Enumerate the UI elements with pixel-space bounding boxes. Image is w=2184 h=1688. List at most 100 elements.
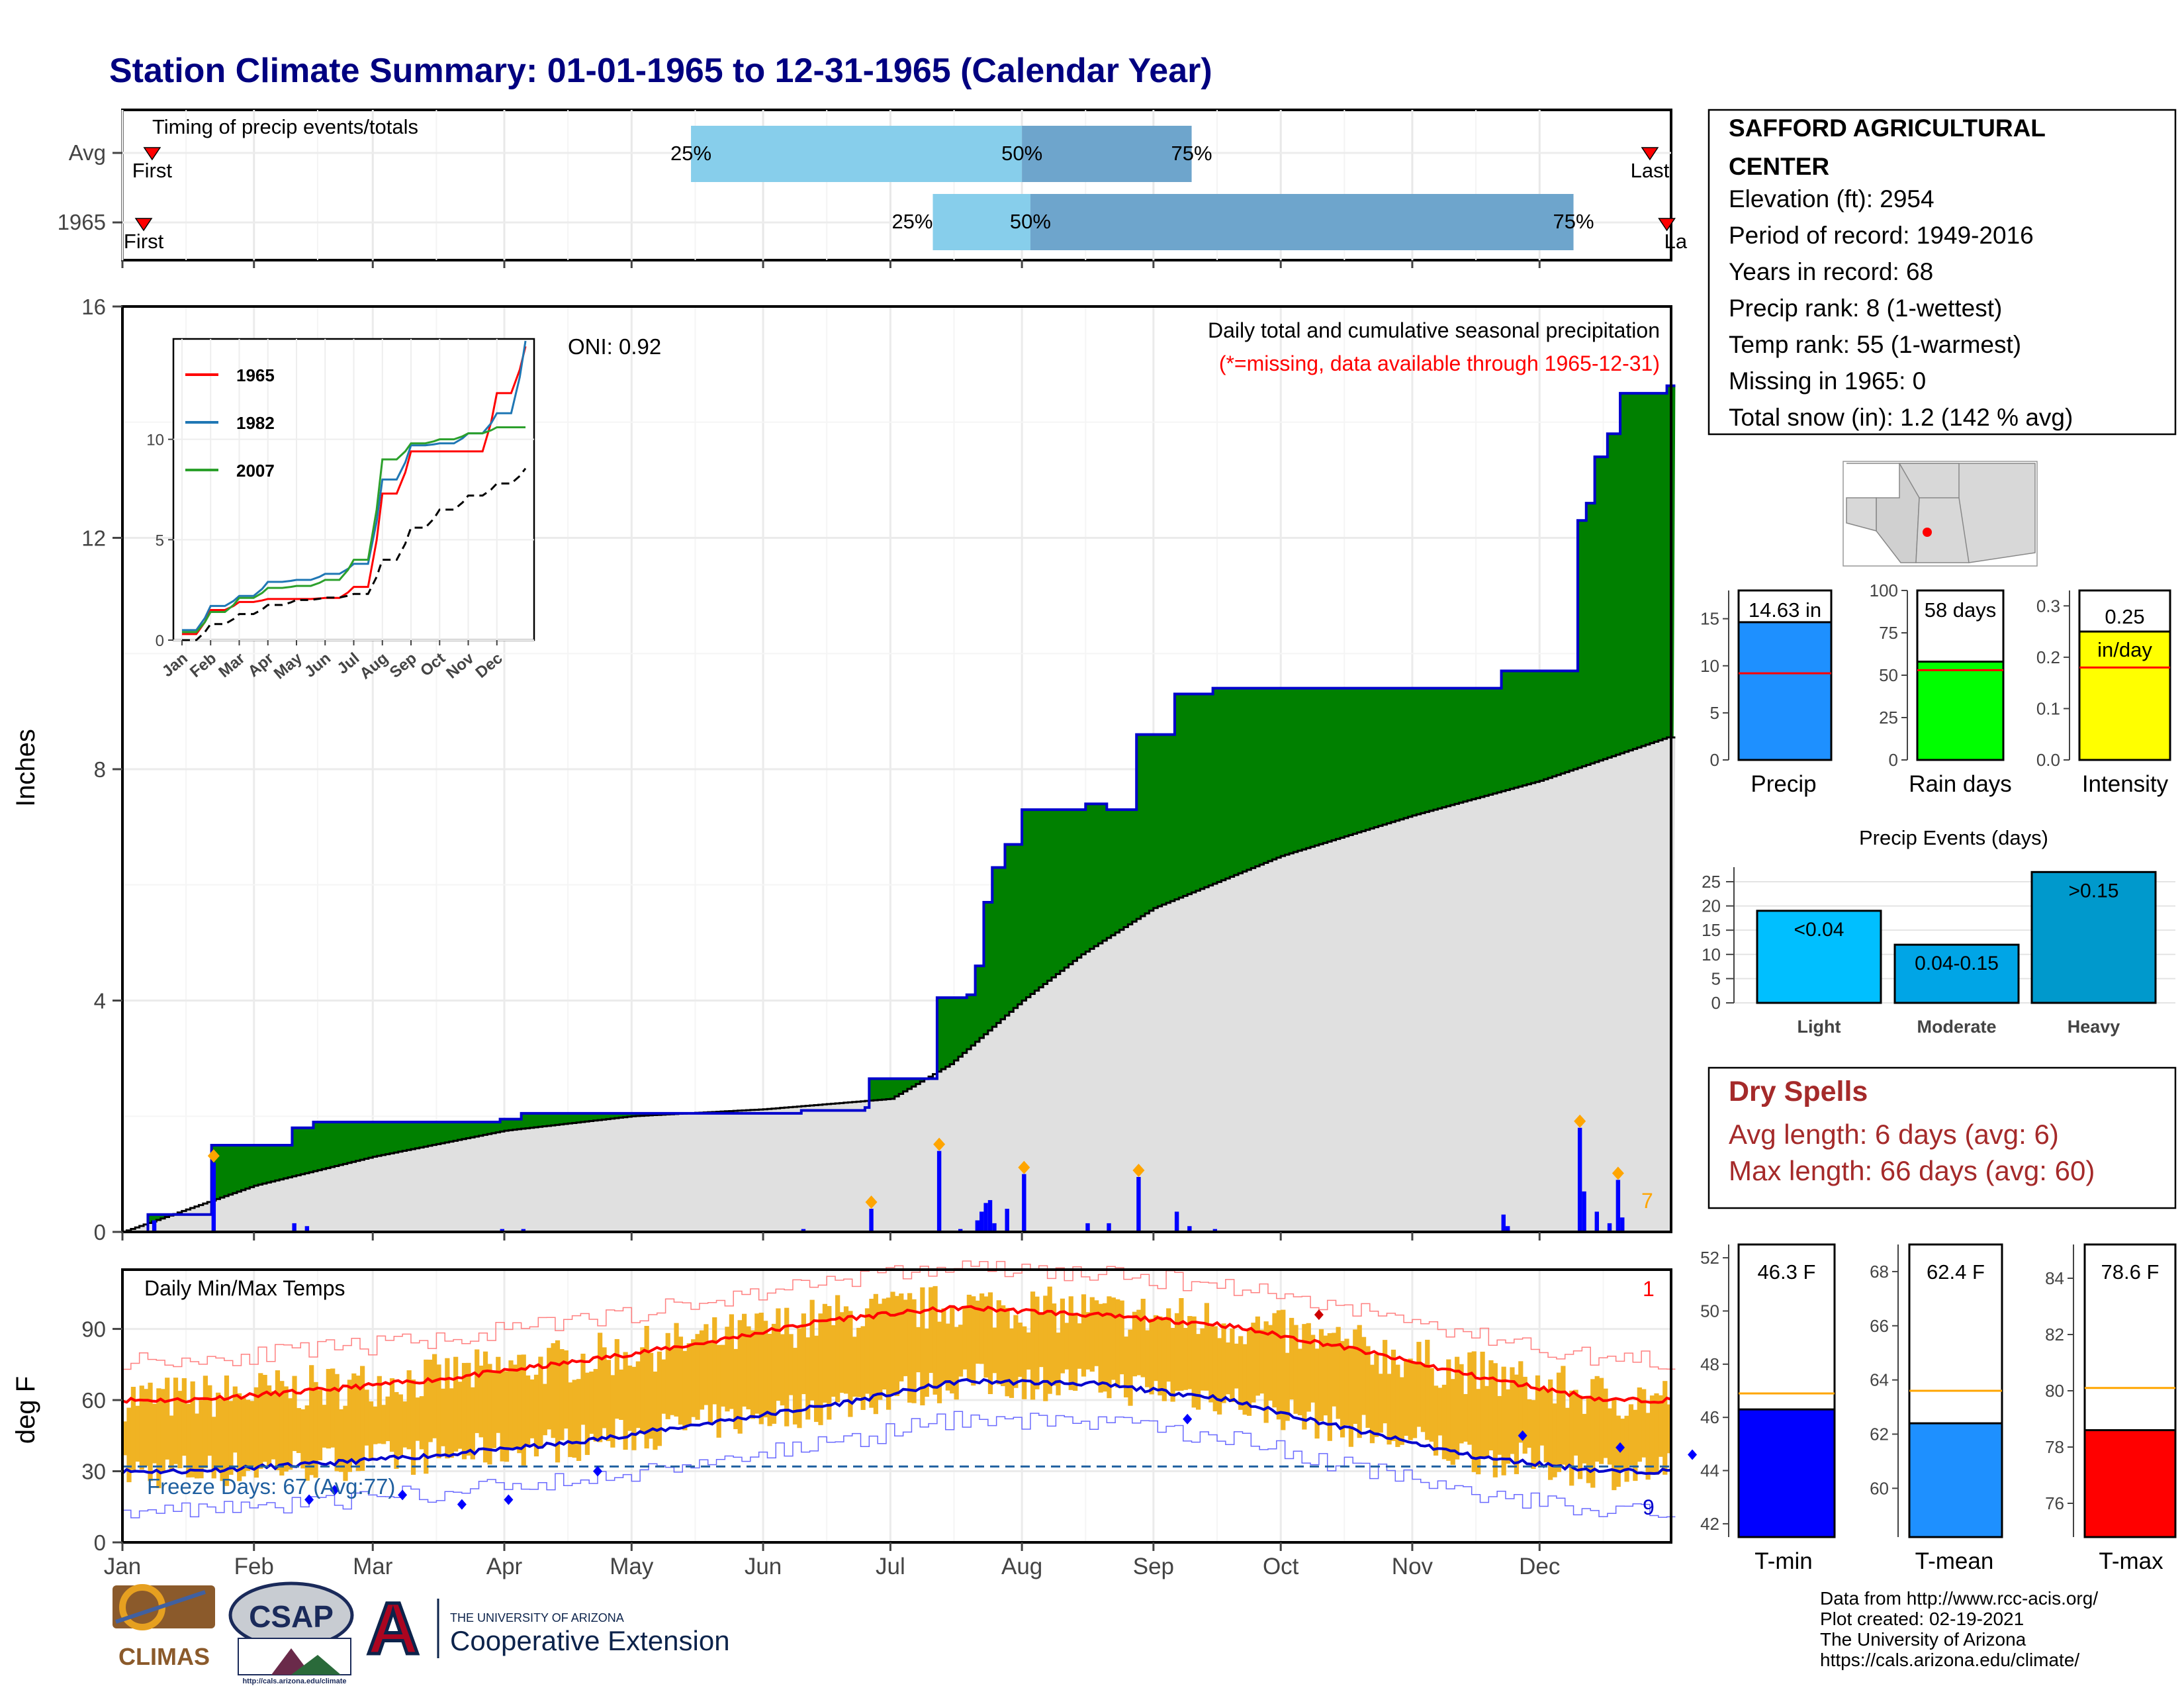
daily-temp-bar [1267, 1325, 1273, 1401]
daily-temp-bar [831, 1325, 836, 1397]
daily-temp-bar [135, 1405, 140, 1462]
page-title: Station Climate Summary: 01-01-1965 to 1… [109, 52, 1212, 90]
daily-temp-bar [1463, 1393, 1469, 1442]
station-info-line: Elevation (ft): 2954 [1729, 185, 1934, 212]
daily-temp-bar [436, 1364, 441, 1458]
daily-temp-bar [1132, 1311, 1138, 1377]
daily-temp-bar [1612, 1399, 1617, 1491]
events-bar-label: >0.15 [2069, 880, 2119, 902]
daily-temp-bar [1136, 1309, 1142, 1376]
precip-areas [122, 384, 1676, 1233]
station-lines: Elevation (ft): 2954 Period of record: 19… [1729, 185, 2073, 431]
daily-temp-bar [805, 1337, 811, 1420]
events-y-tick-label: 10 [1702, 945, 1721, 964]
temp-summary-bar-t-min [1737, 1408, 1836, 1538]
precip-annotation: Daily total and cumulative seasonal prec… [1208, 318, 1660, 342]
daily-temp-bar [856, 1327, 862, 1397]
daily-temp-bar [1332, 1333, 1337, 1407]
daily-temp-bar [156, 1388, 161, 1489]
daily-precip-bar [975, 1220, 980, 1232]
month-label: Dec [1519, 1554, 1560, 1579]
daily-temp-bar [1344, 1338, 1349, 1425]
daily-temp-bar [860, 1326, 866, 1410]
daily-temp-bar [343, 1405, 348, 1481]
daily-temp-bar [1599, 1378, 1604, 1464]
daily-temp-bar [326, 1369, 331, 1449]
daily-temp-bar [250, 1401, 255, 1467]
daily-temp-bar [1297, 1348, 1303, 1416]
daily-temp-bar [1548, 1379, 1553, 1480]
daily-temp-bar [1077, 1323, 1082, 1369]
daily-precip-bar [1022, 1174, 1026, 1232]
daily-temp-bar [1081, 1294, 1087, 1377]
daily-temp-bar [482, 1351, 488, 1463]
daily-precip-bar [869, 1209, 874, 1232]
daily-temp-bar [614, 1338, 619, 1419]
daily-temp-bar [1365, 1346, 1371, 1428]
daily-temp-bar [368, 1401, 374, 1461]
temp-y-axis: 0 30 60 90 [81, 1317, 122, 1555]
daily-temp-bar [1556, 1372, 1562, 1472]
inset-line-2007 [181, 426, 526, 633]
daily-temp-bar [954, 1327, 959, 1400]
csap-url: http://cals.arizona.edu/climate [242, 1677, 346, 1685]
precip-y-label: Inches [11, 729, 40, 807]
month-label: Feb [234, 1554, 274, 1579]
daily-temp-bar [470, 1387, 475, 1460]
extreme-precip-marker [207, 1149, 220, 1163]
daily-temp-bar [1514, 1374, 1520, 1474]
temp-summary-bar-t-max [2083, 1429, 2177, 1538]
daily-temp-bar [266, 1385, 272, 1466]
temp-summary-y-tick-label: 66 [1870, 1316, 1889, 1336]
month-label: Apr [486, 1554, 523, 1579]
daily-temp-bar [275, 1370, 281, 1471]
daily-precip-bar [1107, 1223, 1111, 1232]
daily-temp-bar [1043, 1295, 1048, 1401]
record-low-line [122, 1411, 1676, 1519]
station-info-line: Period of record: 1949-2016 [1729, 222, 2034, 249]
avg-min-line [121, 1378, 1672, 1476]
climas-text: CLIMAS [118, 1643, 210, 1670]
daily-precip-bar [1594, 1211, 1600, 1232]
temp-summary-y-tick-label: 84 [2045, 1268, 2064, 1288]
daily-temp-bar [589, 1371, 594, 1434]
daily-temp-bar [1068, 1296, 1073, 1390]
daily-temp-bar [1441, 1384, 1447, 1460]
daily-temp-bar [1633, 1409, 1638, 1481]
ua-letter: A [367, 1588, 419, 1669]
record-low-marker [504, 1494, 514, 1505]
daily-temp-bar [373, 1406, 378, 1444]
daily-precip-bar [983, 1203, 988, 1232]
daily-temp-bar [767, 1333, 772, 1427]
daily-temp-bar [695, 1334, 700, 1420]
daily-precip-bar [992, 1223, 997, 1232]
record-high-line [122, 1260, 1676, 1370]
daily-temp-bar [1573, 1389, 1578, 1456]
record-low-marker [304, 1494, 314, 1505]
summary-y-tick-label: 0.3 [2036, 596, 2060, 616]
inset-y-tick-label: 10 [146, 432, 164, 449]
daily-temp-bar [445, 1358, 450, 1459]
daily-precip-bar [936, 1150, 942, 1232]
daily-temp-bar [424, 1359, 429, 1474]
daily-temp-bar [491, 1370, 496, 1448]
daily-precip-bar [1505, 1226, 1510, 1232]
daily-temp-bar [818, 1313, 823, 1425]
daily-temp-bar [958, 1325, 964, 1377]
daily-temp-bar [644, 1325, 649, 1449]
daily-temp-bar [678, 1336, 684, 1425]
daily-precip-bar [987, 1199, 993, 1232]
daily-temp-bar [572, 1380, 577, 1458]
daily-temp-bar [466, 1362, 471, 1456]
precip-summary-label-intensity: Intensity [2082, 771, 2169, 797]
daily-temp-bar [822, 1303, 828, 1403]
legend-1965: 1965 [236, 365, 275, 385]
month-label: Aug [1001, 1554, 1042, 1579]
timing-grid [121, 110, 1671, 268]
dry-spells-avg: Avg length: 6 days (avg: 6) [1729, 1119, 2059, 1150]
daily-temp-bar [190, 1381, 195, 1477]
daily-temp-bar [1230, 1328, 1235, 1402]
daily-temp-bar [402, 1401, 408, 1448]
events-title: Precip Events (days) [1859, 826, 2048, 849]
daily-temp-bar [1637, 1387, 1642, 1462]
